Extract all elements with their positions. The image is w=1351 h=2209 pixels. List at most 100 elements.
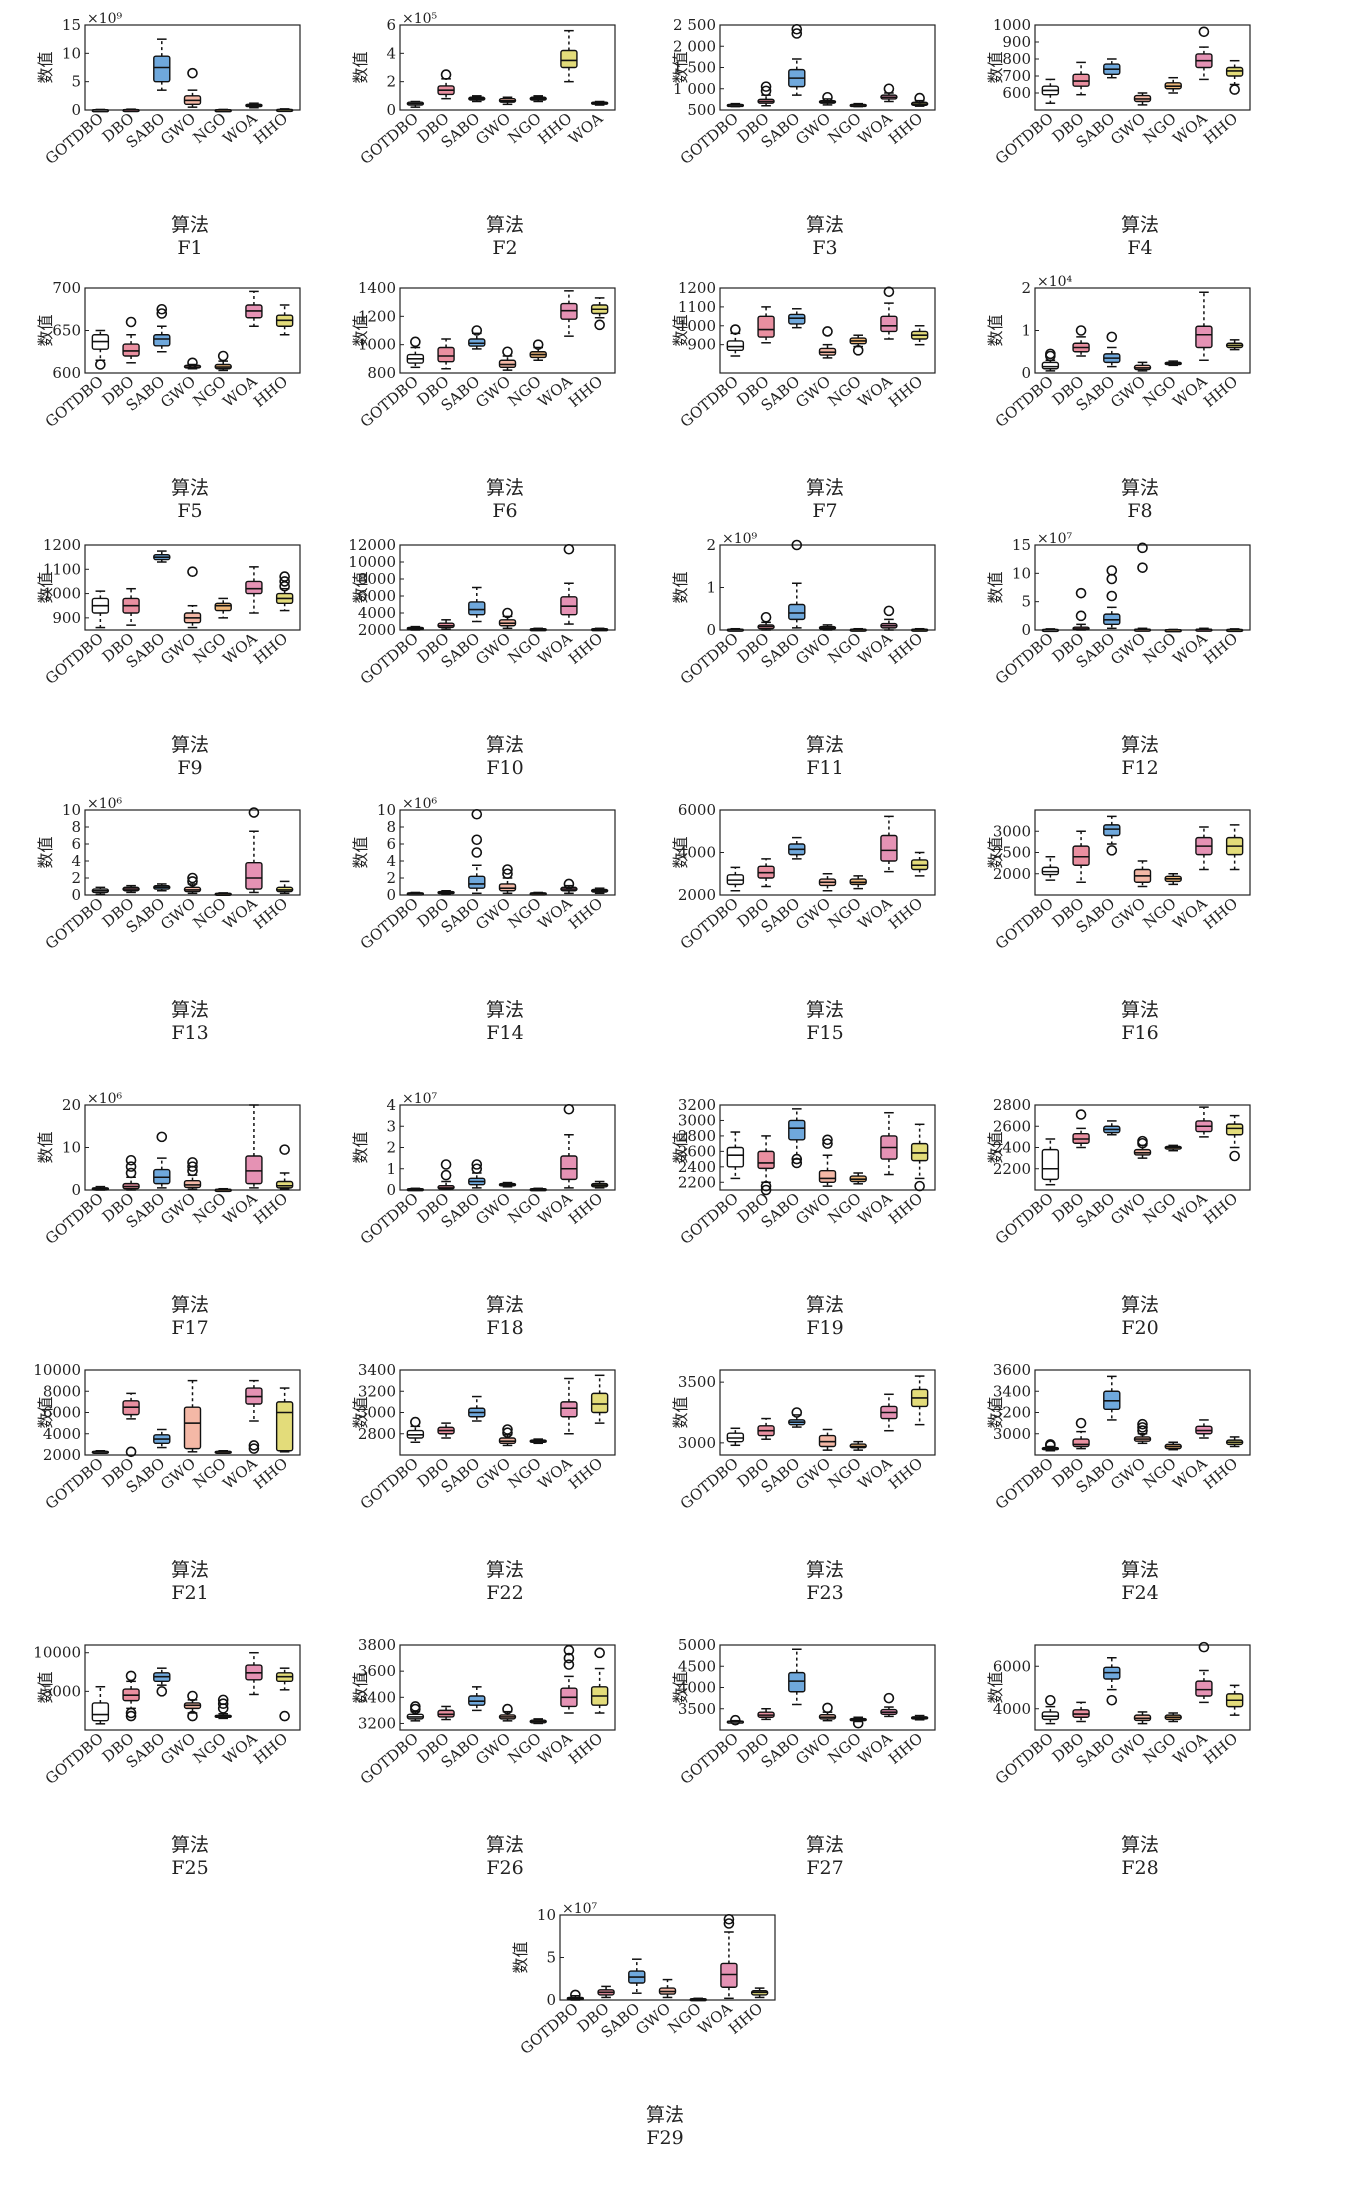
- x-category-label: NGO: [505, 629, 545, 667]
- y-tick-label: 3500: [678, 1373, 716, 1391]
- outlier-point: [563, 1644, 575, 1656]
- x-category-label: WOA: [534, 1189, 575, 1228]
- outlier-point: [279, 576, 290, 587]
- x-category-label: WOA: [1169, 1729, 1210, 1768]
- x-category-label: HHO: [534, 109, 575, 148]
- y-tick-label: 800: [367, 364, 396, 382]
- x-category-label: NGO: [1140, 109, 1180, 147]
- box-ngo: [849, 102, 867, 108]
- box-hho: [590, 297, 609, 331]
- box-gotdbo: [406, 625, 425, 631]
- outlier-point: [822, 326, 833, 337]
- box-gwo: [818, 624, 837, 631]
- y-axis-label: 数值: [351, 51, 370, 83]
- chart-svg-f7: 900100011001200数值GOTDBODBOSABOGWONGOWOAH…: [671, 279, 936, 431]
- x-category-label: GOTDBO: [992, 1729, 1057, 1788]
- outlier-point: [502, 607, 513, 619]
- box-woa: [1195, 1419, 1213, 1439]
- x-axis-title: 算法: [170, 1559, 209, 1581]
- outlier-point: [1106, 331, 1118, 343]
- outlier-point: [730, 324, 741, 335]
- box-dbo: [1072, 61, 1090, 96]
- box-dbo: [437, 69, 455, 100]
- x-category-label: GOTDBO: [42, 1729, 107, 1788]
- x-category-label: WOA: [219, 894, 260, 933]
- box-woa: [880, 605, 898, 631]
- box-hho: [275, 108, 294, 113]
- outlier-point: [125, 1710, 137, 1722]
- outlier-point: [440, 1159, 452, 1170]
- y-exponent-label: ×10⁷: [562, 1901, 598, 1917]
- y-tick-label: 3000: [358, 1404, 396, 1422]
- function-label: F12: [1121, 757, 1159, 779]
- y-tick-label: 8: [71, 818, 81, 836]
- box-sabo: [153, 1131, 171, 1189]
- box-gwo: [1133, 361, 1152, 372]
- y-axis-label: 数值: [671, 1131, 690, 1163]
- x-category-label: NGO: [190, 1729, 230, 1767]
- x-category-label: GWO: [472, 894, 514, 933]
- outlier-point: [187, 357, 198, 369]
- panel-f14: 0 2 4 6 8 10 ×10⁶ 数值 GOTDBO DBO SABO GWO NGO WOA HHO 算法…: [351, 796, 655, 1060]
- outlier-point: [1045, 1439, 1056, 1450]
- box-iqr: [245, 1155, 263, 1185]
- outlier-point: [760, 1180, 772, 1192]
- outlier-point: [1075, 1417, 1087, 1429]
- y-tick-label: 2400: [993, 1139, 1031, 1157]
- y-tick-label: 10: [377, 801, 396, 819]
- box-sabo: [788, 1648, 806, 1706]
- y-tick-label: 2 500: [673, 16, 716, 34]
- x-category-label: HHO: [565, 1189, 606, 1228]
- box-iqr: [1072, 1438, 1090, 1448]
- x-category-label: NGO: [190, 629, 230, 667]
- function-label: F27: [806, 1857, 844, 1879]
- box-dbo: [437, 1422, 455, 1439]
- y-axis-label: 数值: [351, 314, 370, 346]
- x-category-label: NGO: [505, 372, 545, 410]
- box-gwo: [818, 1702, 837, 1722]
- box-woa: [590, 100, 609, 106]
- panel-f6: 800 1000 1200 1400 数值 GOTDBO DBO SABO GWO NGO WOA H…: [351, 278, 655, 538]
- x-category-label: GWO: [792, 1189, 834, 1228]
- outlier-point: [248, 1440, 260, 1451]
- x-axis-title: 算法: [805, 734, 844, 756]
- y-axis-label: 数值: [671, 51, 690, 83]
- box-gotdbo: [91, 1685, 110, 1725]
- x-category-label: GWO: [157, 894, 199, 933]
- function-label: F25: [171, 1857, 209, 1879]
- y-axis-label: 数值: [986, 1671, 1005, 1703]
- x-category-label: HHO: [885, 629, 926, 668]
- box-iqr: [1072, 845, 1090, 866]
- box-iqr: [880, 834, 898, 862]
- box-woa: [245, 290, 263, 327]
- outlier-point: [156, 303, 168, 315]
- box-iqr: [122, 343, 140, 357]
- box-gwo: [498, 96, 517, 106]
- outlier-point: [187, 876, 198, 887]
- y-tick-label: 1200: [358, 307, 396, 325]
- box-hho: [910, 1123, 929, 1192]
- box-gwo: [183, 872, 202, 895]
- outlier-point: [791, 23, 803, 35]
- y-axis-label: 数值: [671, 836, 690, 868]
- x-axis-title: 算法: [485, 477, 524, 499]
- box-gwo: [818, 91, 837, 106]
- y-tick-label: 0: [386, 886, 396, 904]
- box-sabo: [153, 1428, 171, 1449]
- outlier-point: [187, 1710, 198, 1722]
- box-gwo: [1133, 542, 1152, 632]
- box-sabo: [1103, 1657, 1121, 1706]
- outlier-point: [440, 69, 452, 80]
- function-label: F6: [492, 500, 518, 522]
- x-category-label: HHO: [565, 1454, 606, 1493]
- panel-f2: 0 2 4 6 ×10⁵ 数值 GOTDBO DBO SABO GWO NGO HHO WOA 算法 F2: [351, 11, 655, 275]
- box-ngo: [849, 1172, 867, 1185]
- box-ngo: [849, 875, 867, 890]
- outlier-point: [440, 1169, 452, 1181]
- box-hho: [560, 29, 578, 83]
- box-iqr: [1195, 1680, 1213, 1697]
- outlier-point: [883, 83, 895, 95]
